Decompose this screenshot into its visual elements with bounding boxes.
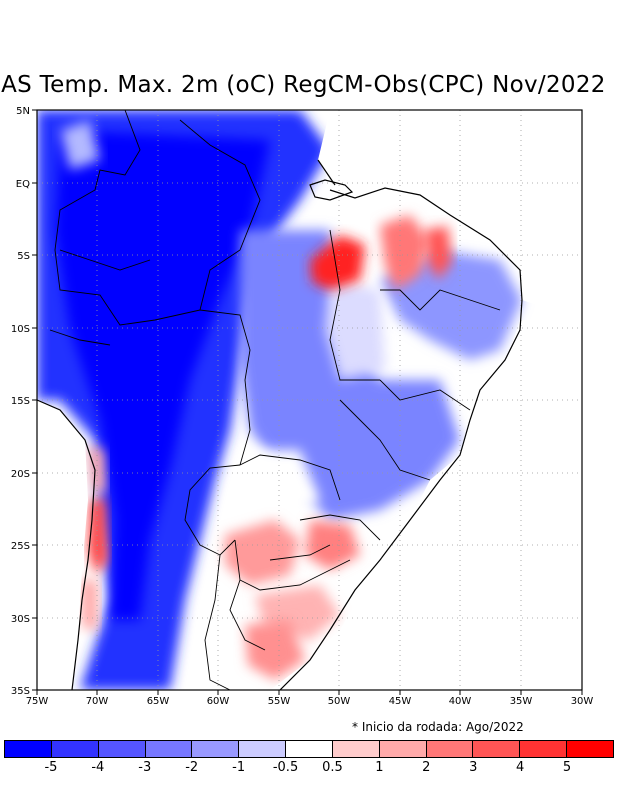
legend-label: -4 [91, 760, 105, 775]
lon-tick-label: 55W [268, 696, 291, 707]
lon-tick-label: 45W [389, 696, 412, 707]
legend-label: 1 [375, 760, 384, 775]
coastline [37, 159, 523, 690]
lon-tick-label: 70W [86, 696, 109, 707]
lon-tick-label: 50W [328, 696, 351, 707]
map-grid [37, 110, 582, 690]
legend-swatch [332, 741, 380, 757]
legend-label: 0.5 [322, 760, 343, 775]
legend-label: -0.5 [272, 760, 299, 775]
lat-tick-label: 30S [11, 614, 30, 625]
legend-swatch [51, 741, 99, 757]
legend-swatch [5, 741, 52, 757]
lon-tick-label: 65W [147, 696, 170, 707]
color-legend [4, 740, 614, 758]
run-start-note: * Inicio da rodada: Ago/2022 [352, 720, 524, 734]
legend-labels: -5 -4 -3 -2 -1 -0.5 0.5 1 2 3 4 5 [4, 760, 614, 778]
country-borders [49, 110, 501, 690]
legend-swatch [192, 741, 240, 757]
legend-swatch [520, 741, 568, 757]
legend-label: -3 [138, 760, 152, 775]
lon-tick-label: 30W [571, 696, 594, 707]
legend-swatch [567, 741, 613, 757]
lat-tick-label: 35S [11, 686, 30, 697]
lat-tick-label: EQ [16, 179, 30, 190]
lat-tick-label: 10S [11, 324, 30, 335]
legend-label: 3 [469, 760, 478, 775]
legend-swatch [145, 741, 193, 757]
legend-swatch [379, 741, 427, 757]
legend-label: 5 [562, 760, 572, 775]
lon-tick-label: 60W [207, 696, 230, 707]
lat-tick-label: 5N [16, 106, 30, 117]
legend-swatch [239, 741, 287, 757]
legend-label: -5 [44, 760, 58, 775]
legend-swatch [286, 741, 333, 757]
legend-label: 4 [516, 760, 525, 775]
lat-tick-label: 15S [11, 396, 30, 407]
lat-tick-label: 25S [11, 541, 30, 552]
lat-tick-label: 20S [11, 469, 30, 480]
legend-label: -1 [232, 760, 246, 775]
lat-tick-label: 5S [17, 251, 30, 262]
lon-tick-label: 75W [26, 696, 49, 707]
map-title: IAS Temp. Max. 2m (oC) RegCM-Obs(CPC) No… [0, 72, 606, 98]
legend-swatch [426, 741, 474, 757]
lon-tick-label: 40W [449, 696, 472, 707]
legend-label: -2 [185, 760, 199, 775]
legend-swatch [473, 741, 521, 757]
legend-label: 2 [422, 760, 431, 775]
anomaly-field [37, 110, 582, 690]
lon-tick-label: 35W [510, 696, 533, 707]
legend-swatch [98, 741, 146, 757]
